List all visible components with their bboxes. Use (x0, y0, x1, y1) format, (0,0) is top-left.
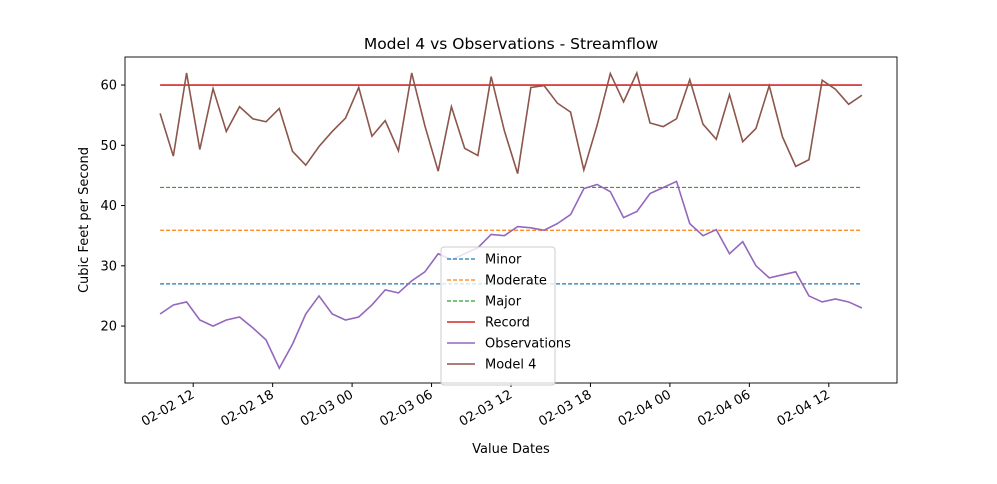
series-line (159, 70, 863, 174)
y-tick-label: 30 (100, 259, 117, 274)
y-tick-label: 50 (100, 139, 117, 154)
y-tick-label: 20 (100, 320, 117, 335)
legend-label: Record (485, 316, 530, 331)
x-axis-label: Value Dates (472, 442, 550, 457)
y-axis-label: Cubic Feet per Second (77, 147, 92, 293)
legend-label: Major (485, 295, 522, 310)
y-tick-label: 40 (100, 199, 117, 214)
legend-label: Model 4 (485, 358, 536, 373)
legend-label: Observations (485, 337, 571, 352)
legend-label: Moderate (485, 274, 547, 289)
legend-box (440, 246, 556, 386)
chart-title: Model 4 vs Observations - Streamflow (364, 35, 659, 53)
series-line (159, 180, 863, 371)
y-tick-label: 60 (100, 79, 117, 94)
legend-label: Minor (485, 253, 522, 268)
legend: Minor Moderate Major Record Observations Mode… (440, 246, 571, 386)
